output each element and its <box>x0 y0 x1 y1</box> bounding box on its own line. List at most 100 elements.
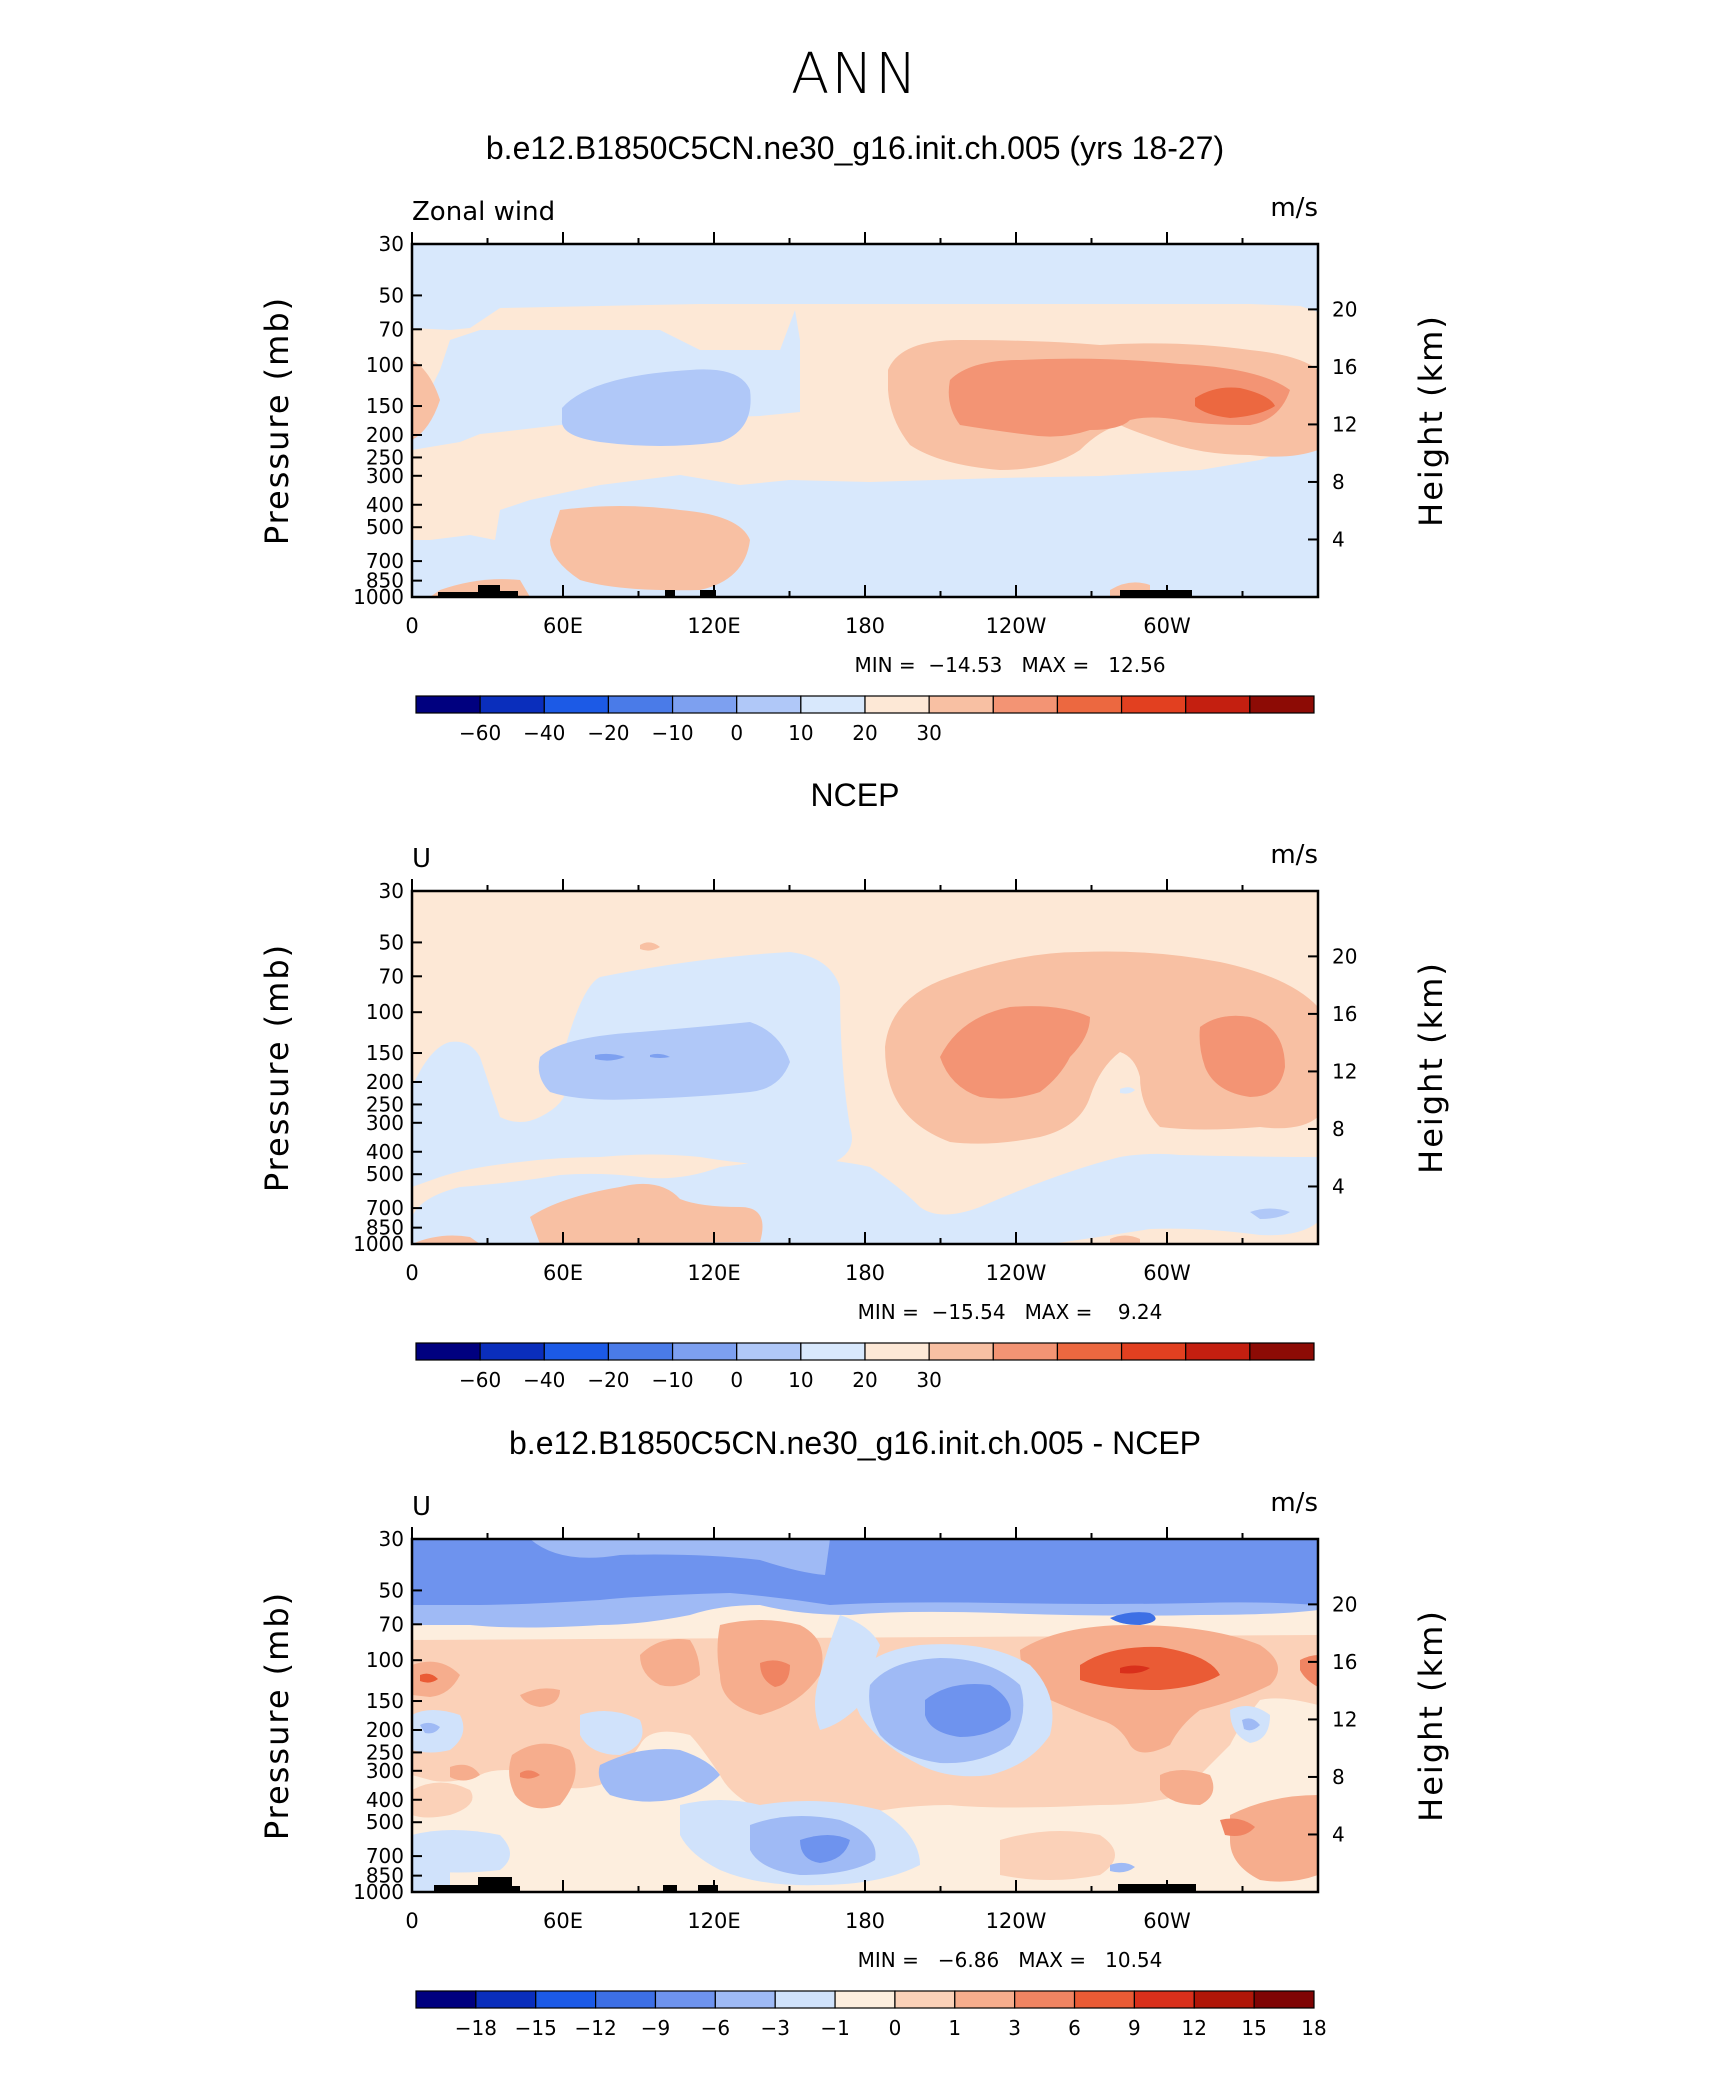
pressure-tick-label: 1000 <box>353 585 404 609</box>
colorbar-swatch <box>928 695 994 714</box>
panel-2-variable-label: U <box>412 844 431 874</box>
colorbar-swatch <box>800 1342 866 1361</box>
colorbar-swatch <box>834 1990 896 2009</box>
panel-2-colorbar: −60 −40 −20 −10 0 10 20 30 <box>415 1342 1315 1392</box>
colorbar-swatch <box>1249 695 1315 714</box>
height-tick-label: 8 <box>1332 470 1345 494</box>
colorbar-label: −18 <box>455 2016 497 2040</box>
colorbar-swatch <box>415 1990 477 2009</box>
lon-tick-label: 120E <box>687 614 740 638</box>
pressure-tick-label: 700 <box>366 1196 404 1220</box>
pressure-tick-label: 250 <box>366 1740 404 1764</box>
colorbar-label: −60 <box>459 1368 501 1392</box>
lon-tick-label: 120W <box>986 1909 1047 1933</box>
colorbar-label: 15 <box>1241 2016 1266 2040</box>
height-tick-label: 16 <box>1332 1650 1357 1674</box>
colorbar-label: −3 <box>760 2016 789 2040</box>
pressure-tick-label: 30 <box>379 1527 404 1551</box>
colorbar-label: −20 <box>587 1368 629 1392</box>
pressure-tick-label: 400 <box>366 1788 404 1812</box>
lon-tick-label: 180 <box>845 1909 885 1933</box>
height-tick-label: 4 <box>1332 1822 1345 1846</box>
panel-3-units: m/s <box>1270 1488 1318 1518</box>
lon-tick-label: 120W <box>986 1261 1047 1285</box>
pressure-tick-label: 30 <box>379 232 404 256</box>
pressure-tick-label: 70 <box>379 1612 404 1636</box>
panel-1-contours <box>412 244 1318 597</box>
colorbar-swatch <box>992 695 1059 714</box>
colorbar-swatch <box>607 695 674 714</box>
panel-2-title: NCEP <box>810 777 900 813</box>
pressure-tick-label: 400 <box>366 1140 404 1164</box>
colorbar-swatch <box>1120 1342 1187 1361</box>
colorbar-swatch <box>415 1342 481 1361</box>
pressure-tick-label: 500 <box>366 515 404 539</box>
pressure-tick-label: 500 <box>366 1162 404 1186</box>
page-title: ANN <box>790 42 920 107</box>
colorbar-label: −20 <box>587 721 629 745</box>
panel-3-title: b.e12.B1850C5CN.ne30_g16.init.ch.005 - N… <box>509 1425 1201 1461</box>
pressure-tick-label: 850 <box>366 1216 404 1240</box>
pressure-tick-label: 200 <box>366 1070 404 1094</box>
panel-2-contours <box>412 891 1318 1244</box>
lon-tick-label: 60E <box>543 1909 583 1933</box>
colorbar-label: −9 <box>641 2016 670 2040</box>
panel-1-title: b.e12.B1850C5CN.ne30_g16.init.ch.005 (yr… <box>485 130 1225 166</box>
y-axis-label: Pressure (mb) <box>258 296 296 545</box>
height-tick-label: 4 <box>1332 1174 1345 1198</box>
lon-tick-label: 60E <box>543 1261 583 1285</box>
colorbar-label: 20 <box>852 1368 877 1392</box>
panel-1-min-max: MIN = −14.53 MAX = 12.56 <box>854 653 1165 677</box>
right-axis-label: Height (km) <box>1412 1609 1450 1822</box>
colorbar-label: 1 <box>948 2016 961 2040</box>
colorbar-label: −12 <box>574 2016 616 2040</box>
colorbar-label: 0 <box>730 721 743 745</box>
colorbar-label: 20 <box>852 721 877 745</box>
colorbar-label: 0 <box>889 2016 902 2040</box>
y-axis-label: Pressure (mb) <box>258 943 296 1192</box>
colorbar-swatch <box>415 695 481 714</box>
panel-2-units: m/s <box>1270 840 1318 870</box>
colorbar-swatch <box>654 1990 716 2009</box>
pressure-tick-label: 200 <box>366 1718 404 1742</box>
panel-1-variable-label: Zonal wind <box>412 197 555 227</box>
colorbar-swatch <box>1056 695 1123 714</box>
lon-tick-label: 120E <box>687 1909 740 1933</box>
lon-tick-label: 180 <box>845 1261 885 1285</box>
colorbar-label: 10 <box>788 721 813 745</box>
colorbar-label: 3 <box>1008 2016 1021 2040</box>
pressure-tick-label: 1000 <box>353 1232 404 1256</box>
colorbar-label: −10 <box>651 721 693 745</box>
lon-tick-label: 120E <box>687 1261 740 1285</box>
panel-3-min-max: MIN = −6.86 MAX = 10.54 <box>858 1948 1163 1972</box>
pressure-tick-label: 1000 <box>353 1880 404 1904</box>
panel-2-plot: 3050701001502002503004005007008501000201… <box>258 840 1450 1392</box>
pressure-tick-label: 850 <box>366 1864 404 1888</box>
pressure-tick-label: 500 <box>366 1810 404 1834</box>
colorbar-swatch <box>1056 1342 1123 1361</box>
colorbar-label: 10 <box>788 1368 813 1392</box>
panel-2-min-max: MIN = −15.54 MAX = 9.24 <box>858 1300 1163 1324</box>
colorbar-swatch <box>1133 1990 1195 2009</box>
panel-3-plot: 3050701001502002503004005007008501000201… <box>258 1488 1450 2040</box>
colorbar-swatch <box>535 1990 597 2009</box>
colorbar-label: −6 <box>701 2016 730 2040</box>
colorbar-swatch <box>928 1342 994 1361</box>
height-tick-label: 12 <box>1332 1707 1357 1731</box>
pressure-tick-label: 100 <box>366 1000 404 1024</box>
colorbar-label: 9 <box>1128 2016 1141 2040</box>
height-tick-label: 16 <box>1332 355 1357 379</box>
panel-3-variable-label: U <box>412 1492 431 1522</box>
lon-tick-label: 0 <box>405 1261 418 1285</box>
colorbar-swatch <box>479 695 545 714</box>
colorbar-swatch <box>1253 1990 1315 2009</box>
pressure-tick-label: 850 <box>366 569 404 593</box>
lon-tick-label: 60W <box>1143 1261 1191 1285</box>
lon-tick-label: 180 <box>845 614 885 638</box>
pressure-tick-label: 250 <box>366 445 404 469</box>
panel-1-colorbar: −60 −40 −20 −10 0 10 20 30 <box>415 695 1315 745</box>
colorbar-swatch <box>1120 695 1187 714</box>
height-tick-label: 4 <box>1332 527 1345 551</box>
